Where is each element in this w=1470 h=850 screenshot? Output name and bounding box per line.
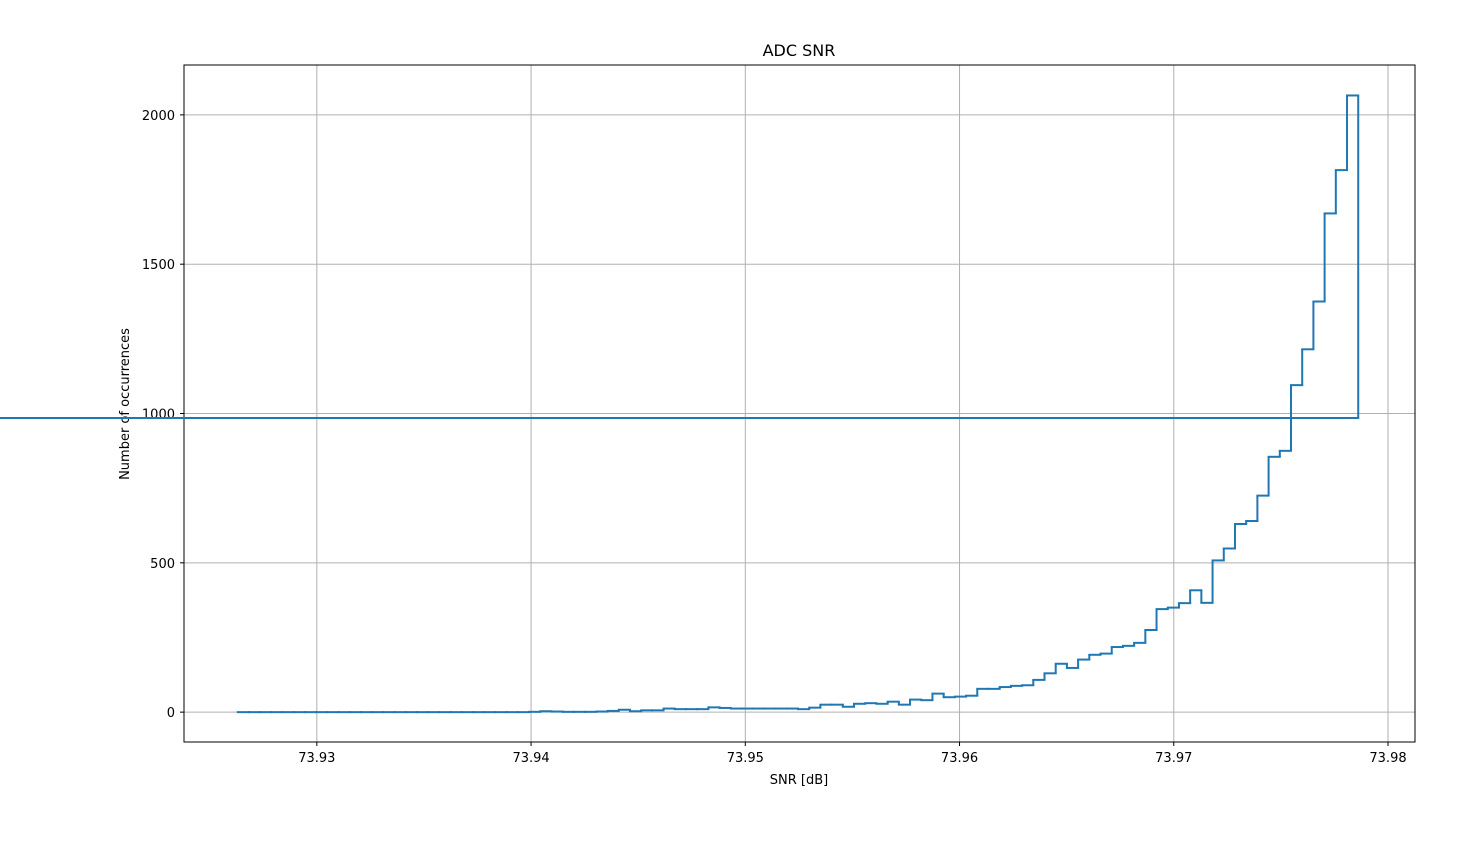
x-tick-label: 73.95: [727, 751, 764, 766]
x-tick-label: 73.94: [512, 751, 549, 766]
y-tick-label: 500: [150, 557, 175, 572]
x-tick-label: 73.98: [1369, 751, 1406, 766]
x-tick-label: 73.96: [941, 751, 978, 766]
x-tick-label: 73.93: [298, 751, 335, 766]
y-tick-label: 2000: [142, 109, 175, 124]
x-tick-label: 73.97: [1155, 751, 1192, 766]
y-axis-label: Number of occurrences: [118, 328, 133, 480]
chart-title: ADC SNR: [763, 41, 836, 60]
plot-frame: [183, 64, 1416, 743]
y-tick-label: 0: [167, 706, 175, 721]
y-tick-label: 1500: [142, 258, 175, 273]
y-tick-label: 1000: [142, 408, 175, 423]
x-axis-label: SNR [dB]: [770, 773, 828, 788]
